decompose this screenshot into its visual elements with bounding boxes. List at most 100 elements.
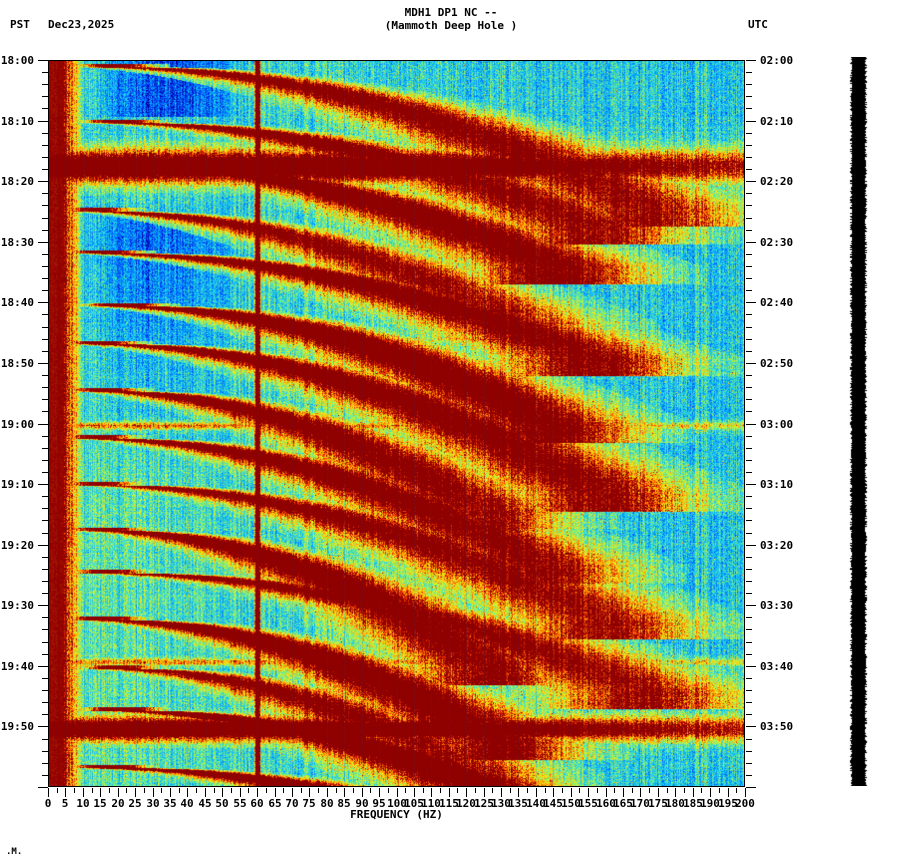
time-tick-minor — [42, 739, 48, 740]
freq-label: 120 — [456, 797, 476, 810]
time-tick-minor — [42, 557, 48, 558]
time-tick-minor — [746, 278, 752, 279]
timezone-label-left: PST — [10, 18, 30, 31]
time-label-utc: 03:10 — [760, 478, 794, 491]
time-axis-pst: 18:00 18:10 18:20 18:30 18:40 18:50 19:00 19:10… — [1, 54, 48, 788]
time-label-pst: 18:30 — [0, 236, 34, 249]
freq-label: 155 — [578, 797, 598, 810]
freq-tick-major — [170, 788, 171, 797]
freq-tick-minor — [126, 788, 127, 793]
freq-label: 170 — [630, 797, 650, 810]
time-tick-minor — [746, 205, 752, 206]
time-tick-minor — [746, 775, 752, 776]
freq-label: 40 — [180, 797, 194, 810]
freq-tick-minor — [579, 788, 580, 793]
freq-tick-minor — [667, 788, 668, 793]
time-tick-minor — [746, 496, 752, 497]
freq-label: 115 — [439, 797, 459, 810]
freq-tick-minor — [597, 788, 598, 793]
freq-tick-minor — [92, 788, 93, 793]
time-tick-minor — [746, 193, 752, 194]
time-tick-minor — [746, 508, 752, 509]
freq-label: 15 — [93, 797, 107, 810]
freq-tick-major — [623, 788, 624, 797]
time-tick-minor — [42, 230, 48, 231]
freq-label: 180 — [665, 797, 685, 810]
time-tick-minor — [42, 96, 48, 97]
time-tick-minor — [42, 508, 48, 509]
freq-tick-major — [153, 788, 154, 797]
freq-label: 55 — [233, 797, 247, 810]
time-tick-minor — [42, 351, 48, 352]
freq-label: 30 — [146, 797, 160, 810]
time-tick-minor — [42, 702, 48, 703]
time-tick-minor — [746, 714, 752, 715]
time-tick-major — [746, 60, 756, 61]
freq-label: 185 — [683, 797, 703, 810]
time-tick-minor — [42, 387, 48, 388]
time-tick-minor — [746, 290, 752, 291]
time-tick-major — [746, 302, 756, 303]
time-tick-minor — [746, 411, 752, 412]
freq-tick-major — [536, 788, 537, 797]
freq-tick-minor — [57, 788, 58, 793]
freq-tick-major — [414, 788, 415, 797]
freq-tick-major — [640, 788, 641, 797]
time-tick-minor — [746, 327, 752, 328]
freq-tick-minor — [440, 788, 441, 793]
time-tick-minor — [42, 169, 48, 170]
timezone-label-right: UTC — [748, 18, 768, 31]
freq-tick-minor — [266, 788, 267, 793]
time-tick-major — [38, 726, 48, 727]
time-tick-minor — [42, 84, 48, 85]
freq-tick-minor — [109, 788, 110, 793]
freq-tick-minor — [74, 788, 75, 793]
time-tick-minor — [746, 629, 752, 630]
freq-tick-major — [449, 788, 450, 797]
time-tick-minor — [746, 339, 752, 340]
time-tick-minor — [746, 108, 752, 109]
time-label-utc: 03:40 — [760, 660, 794, 673]
time-tick-minor — [746, 133, 752, 134]
freq-label: 60 — [250, 797, 264, 810]
time-tick-minor — [42, 72, 48, 73]
freq-label: 50 — [215, 797, 229, 810]
time-tick-major — [38, 424, 48, 425]
spectrogram-plot[interactable] — [48, 60, 745, 787]
freq-tick-major — [518, 788, 519, 797]
time-tick-minor — [42, 496, 48, 497]
time-tick-minor — [42, 436, 48, 437]
time-tick-minor — [746, 448, 752, 449]
time-label-pst: 19:40 — [0, 660, 34, 673]
time-tick-minor — [746, 169, 752, 170]
time-tick-minor — [746, 581, 752, 582]
time-label-pst: 19:50 — [0, 720, 34, 733]
time-label-pst: 19:10 — [0, 478, 34, 491]
time-label-pst: 18:20 — [0, 175, 34, 188]
freq-tick-major — [327, 788, 328, 797]
time-tick-minor — [746, 157, 752, 158]
freq-tick-major — [240, 788, 241, 797]
time-tick-major — [746, 605, 756, 606]
time-tick-minor — [746, 533, 752, 534]
freq-tick-minor — [701, 788, 702, 793]
time-tick-minor — [746, 96, 752, 97]
freq-label: 95 — [372, 797, 386, 810]
freq-tick-major — [658, 788, 659, 797]
station-name-title: (Mammoth Deep Hole ) — [384, 19, 518, 32]
time-tick-minor — [746, 472, 752, 473]
time-tick-major — [38, 605, 48, 606]
time-tick-minor — [746, 739, 752, 740]
freq-tick-minor — [527, 788, 528, 793]
time-tick-minor — [746, 593, 752, 594]
station-title: MDH1 DP1 NC -- — [404, 6, 498, 19]
time-label-utc: 03:30 — [760, 599, 794, 612]
freq-label: 85 — [337, 797, 351, 810]
freq-tick-major — [728, 788, 729, 797]
freq-label: 20 — [111, 797, 125, 810]
time-tick-major — [746, 363, 756, 364]
freq-tick-major — [222, 788, 223, 797]
freq-tick-minor — [161, 788, 162, 793]
freq-tick-minor — [301, 788, 302, 793]
freq-tick-major — [362, 788, 363, 797]
